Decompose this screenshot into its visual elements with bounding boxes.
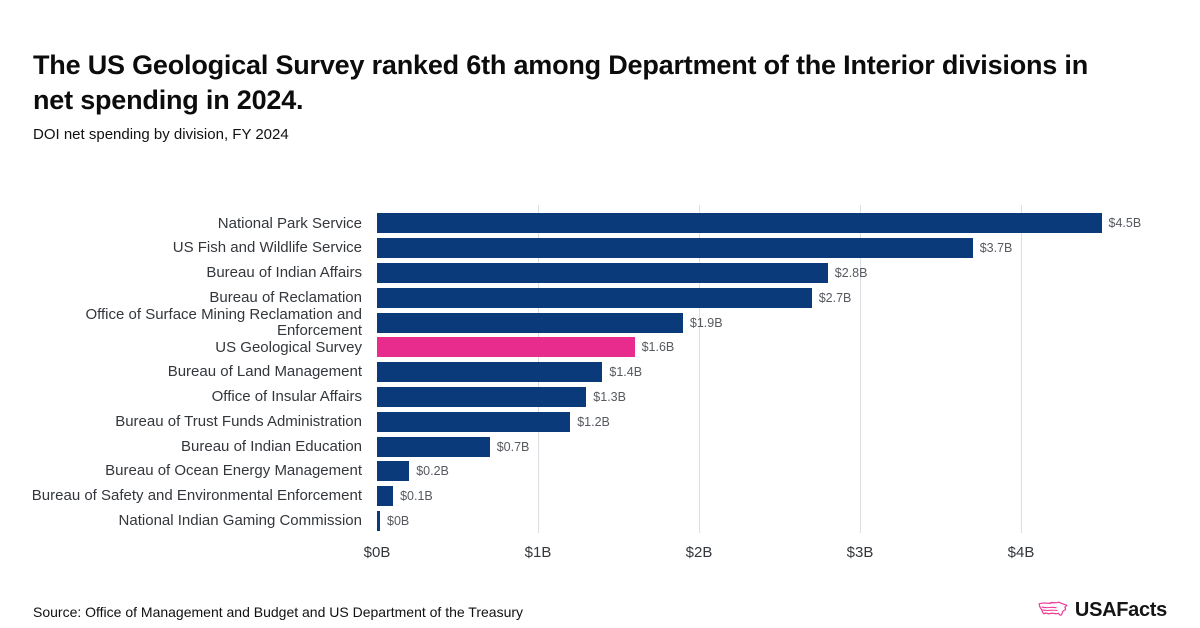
x-axis-tick: $0B (363, 544, 391, 561)
bar[interactable] (377, 486, 394, 507)
bar[interactable] (377, 510, 380, 531)
bar[interactable] (377, 411, 571, 432)
bar-row: Bureau of Safety and Environmental Enfor… (0, 484, 1200, 509)
x-axis-tick: $4B (1007, 544, 1035, 561)
bar-track: $2.7B (377, 287, 1200, 308)
category-label: Bureau of Land Management (167, 363, 362, 381)
bar-value-label: $0B (387, 513, 410, 528)
category-label: Bureau of Indian Education (181, 437, 362, 455)
bar-value-label: $1.4B (609, 365, 643, 380)
bar-track: $2.8B (377, 262, 1200, 283)
bar-value-label: $1.9B (689, 315, 723, 330)
bar-track: $4.5B (377, 213, 1200, 234)
gridline (1021, 205, 1022, 533)
bar[interactable] (377, 312, 683, 333)
bar-track: $0B (377, 510, 1200, 531)
bar-row: Bureau of Land Management $1.4B (0, 360, 1200, 385)
usa-map-icon (1038, 601, 1068, 620)
bar-value-label: $1.6B (641, 340, 675, 355)
bar-track: $0.2B (377, 461, 1200, 482)
bar[interactable] (377, 386, 587, 407)
bar[interactable] (377, 461, 410, 482)
gridline (860, 205, 861, 533)
usafacts-wordmark: USAFacts (1074, 599, 1167, 621)
bar-value-label: $0.7B (496, 439, 530, 454)
bar-row: Bureau of Trust Funds Administration $1.2… (0, 409, 1200, 434)
page-title: The US Geological Survey ranked 6th amon… (33, 50, 1089, 115)
bar-row: Office of Insular Affairs $1.3B (0, 385, 1200, 410)
x-axis: $0B $1B $2B $3B $4B (0, 544, 1200, 564)
category-label: Bureau of Indian Affairs (206, 264, 362, 282)
category-label: Bureau of Safety and Environmental Enfor… (31, 487, 362, 505)
bar[interactable] (377, 238, 973, 259)
category-label: Bureau of Ocean Energy Management (105, 462, 362, 480)
x-axis-tick: $3B (846, 544, 874, 561)
bar-track: $1.6B (377, 337, 1200, 358)
bar-value-label: $0.1B (400, 489, 433, 504)
bar-row: US Fish and Wildlife Service $3.7B (0, 236, 1200, 261)
category-label: US Fish and Wildlife Service (172, 239, 362, 257)
bar-value-label: $2.8B (834, 265, 868, 280)
bar-track: $1.3B (377, 386, 1200, 407)
bar-rows: National Park Service $4.5B US Fish and Wi… (0, 211, 1200, 533)
bar-row: Office of Surface Mining Reclamation and… (0, 307, 1200, 338)
bar-row: Bureau of Indian Affairs $2.8B (0, 261, 1200, 286)
bar-value-label: $1.2B (577, 414, 610, 429)
chart-subtitle: DOI net spending by division, FY 2024 (33, 126, 289, 143)
bar-track: $0.1B (377, 486, 1200, 507)
bar[interactable] (377, 213, 1102, 234)
category-label: Bureau of Trust Funds Administration (115, 412, 362, 430)
category-label: National Indian Gaming Commission (118, 512, 362, 530)
bar-track: $1.2B (377, 411, 1200, 432)
bar-row: Bureau of Indian Education $0.7B (0, 434, 1200, 459)
bar-row: US Geological Survey $1.6B (0, 335, 1200, 360)
category-label: US Geological Survey (215, 338, 362, 356)
bar[interactable] (377, 436, 490, 457)
bar-track: $3.7B (377, 238, 1200, 259)
bar-value-label: $3.7B (979, 241, 1013, 256)
bar-track: $1.9B (377, 312, 1200, 333)
bar-highlighted[interactable] (377, 337, 635, 358)
category-label: Office of Insular Affairs (211, 388, 362, 406)
bar-value-label: $1.3B (593, 389, 626, 404)
bar[interactable] (377, 287, 812, 308)
bar[interactable] (377, 262, 828, 283)
bar[interactable] (377, 362, 603, 383)
gridline (699, 205, 700, 533)
category-label: Office of Surface Mining Reclamation and… (85, 305, 362, 339)
x-axis-tick: $2B (685, 544, 713, 561)
bar-row: Bureau of Ocean Energy Management $0.2B (0, 459, 1200, 484)
usafacts-logo: USAFacts (1038, 599, 1167, 622)
bar-track: $1.4B (377, 362, 1200, 383)
bar-value-label: $2.7B (818, 290, 852, 305)
bar-row: Bureau of Reclamation $2.7B (0, 285, 1200, 310)
category-label: Bureau of Reclamation (209, 288, 362, 306)
bar-track: $0.7B (377, 436, 1200, 457)
bar-row: National Park Service $4.5B (0, 211, 1200, 236)
category-label: National Park Service (217, 214, 362, 232)
source-note: Source: Office of Management and Budget … (33, 604, 524, 620)
bar-value-label: $0.2B (416, 464, 449, 479)
bar-row: National Indian Gaming Commission $0B (0, 509, 1200, 534)
x-axis-tick: $1B (524, 544, 552, 561)
bar-value-label: $4.5B (1108, 216, 1142, 231)
